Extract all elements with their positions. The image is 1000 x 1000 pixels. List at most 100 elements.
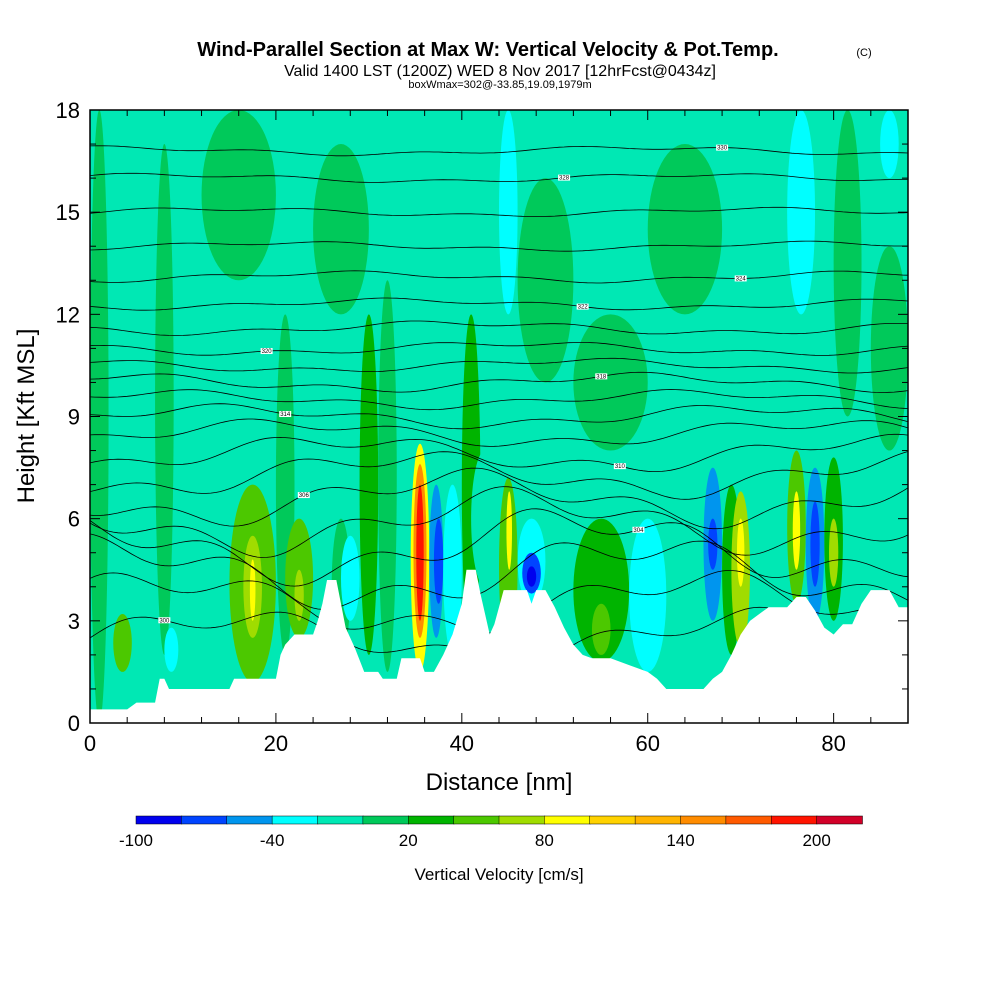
theta-contour — [90, 451, 908, 500]
chart-title-mark: (C) — [856, 47, 871, 59]
velocity-cell — [471, 450, 499, 587]
colorbar-swatch — [498, 815, 546, 825]
theta-contour — [90, 297, 908, 311]
velocity-cell — [517, 178, 574, 383]
velocity-cell — [736, 518, 745, 587]
velocity-cell — [182, 518, 221, 683]
theta-contour — [90, 172, 908, 183]
colorbar-swatch — [725, 815, 772, 825]
velocity-cell — [201, 110, 276, 281]
y-axis-label: Height [Kft MSL] — [13, 329, 40, 504]
y-axis: 0 3 6 9 12 15 18 — [56, 98, 908, 736]
contour-label: 322 — [578, 305, 589, 311]
contour-label: 300 — [159, 618, 170, 624]
contour-label: 320 — [262, 349, 273, 355]
x-tick-label: 20 — [264, 731, 288, 756]
x-tick-label: 60 — [635, 731, 659, 756]
velocity-cell — [833, 110, 862, 417]
colorbar — [135, 815, 863, 825]
chart-title: Wind-Parallel Section at Max W: Vertical… — [197, 39, 778, 61]
contour-label-bg — [613, 463, 626, 470]
colorbar-tick-label: 140 — [666, 831, 694, 850]
colorbar-tick-label: -100 — [119, 831, 153, 850]
colorbar-tick-label: -40 — [260, 831, 285, 850]
contour-label-bg — [297, 492, 310, 499]
x-axis-label: Distance [nm] — [426, 769, 573, 796]
velocity-cell — [164, 627, 179, 672]
velocity-cell — [880, 110, 899, 179]
contour-label: 318 — [596, 374, 607, 380]
theta-contour — [90, 418, 908, 447]
contour-label-bg — [632, 526, 645, 533]
colorbar-swatch — [544, 815, 591, 825]
velocity-cell — [842, 450, 908, 621]
theta-contour — [90, 320, 908, 336]
velocity-cell — [340, 535, 360, 621]
colorbar-tick-label: 20 — [399, 831, 418, 850]
colorbar-swatch — [680, 815, 727, 825]
y-tick-label: 3 — [68, 609, 80, 634]
velocity-cell — [573, 518, 630, 662]
contour-label-bg — [558, 174, 571, 181]
velocity-cell — [545, 416, 574, 655]
theta-contour — [90, 270, 908, 284]
velocity-cell — [526, 566, 537, 587]
contour-label: 324 — [736, 276, 747, 282]
theta-contour — [90, 206, 908, 218]
velocity-cell — [870, 246, 908, 451]
x-tick-label: 40 — [450, 731, 474, 756]
theta-contour — [90, 467, 908, 530]
colorbar-swatch — [362, 815, 409, 825]
velocity-cell — [249, 559, 256, 621]
colorbar-label: Vertical Velocity [cm/s] — [414, 865, 583, 884]
y-tick-label: 12 — [56, 302, 80, 327]
contour-label-bg — [279, 411, 292, 418]
velocity-cell — [313, 314, 332, 587]
contour-label: 306 — [299, 493, 310, 499]
contour-label-bg — [158, 617, 171, 624]
theta-contours: 300 304 306 310 314 318 320 322 324 328 330 — [90, 144, 908, 668]
terrain — [90, 569, 908, 723]
velocity-cell — [108, 110, 146, 672]
contour-label-bg — [716, 144, 729, 151]
velocity-cell — [506, 491, 513, 570]
y-tick-label: 18 — [56, 98, 80, 123]
velocity-cell — [433, 518, 444, 604]
velocity-cell — [647, 144, 723, 315]
colorbar-swatch — [453, 815, 500, 825]
colorbar-swatch — [589, 815, 636, 825]
velocity-cell — [573, 314, 648, 451]
theta-contour — [90, 508, 908, 587]
velocity-cell — [792, 491, 801, 570]
velocity-cell — [749, 450, 788, 604]
velocity-cell — [810, 501, 820, 587]
chart-subtitle-detail: boxWmax=302@-33.85,19.09,1979m — [408, 79, 591, 91]
velocity-cell — [591, 603, 611, 655]
y-tick-label: 6 — [68, 507, 80, 532]
contour-label-bg — [260, 348, 273, 355]
velocity-cell — [787, 110, 816, 315]
contour-label-bg — [576, 303, 589, 310]
contour-label-bg — [734, 275, 747, 282]
y-tick-label: 0 — [68, 711, 80, 736]
velocity-cell — [443, 484, 462, 655]
theta-contour — [90, 371, 908, 393]
velocity-cell — [155, 144, 174, 655]
x-axis: 0 20 40 60 80 — [84, 110, 909, 756]
velocity-cell — [499, 110, 518, 315]
velocity-cell — [828, 518, 839, 587]
contour-label: 314 — [280, 412, 291, 418]
contour-label: 330 — [717, 146, 728, 152]
y-tick-label: 9 — [68, 405, 80, 430]
colorbar-swatch — [271, 815, 319, 825]
colorbar-swatch — [816, 815, 863, 825]
colorbar-tick-label: 200 — [802, 831, 830, 850]
contour-label: 328 — [559, 176, 570, 182]
velocity-cell — [113, 614, 132, 672]
colorbar-swatch — [408, 815, 455, 825]
colorbar-tick-label: 80 — [535, 831, 554, 850]
y-tick-label: 15 — [56, 200, 80, 225]
theta-contour — [90, 240, 908, 252]
colorbar-swatch — [181, 815, 228, 825]
